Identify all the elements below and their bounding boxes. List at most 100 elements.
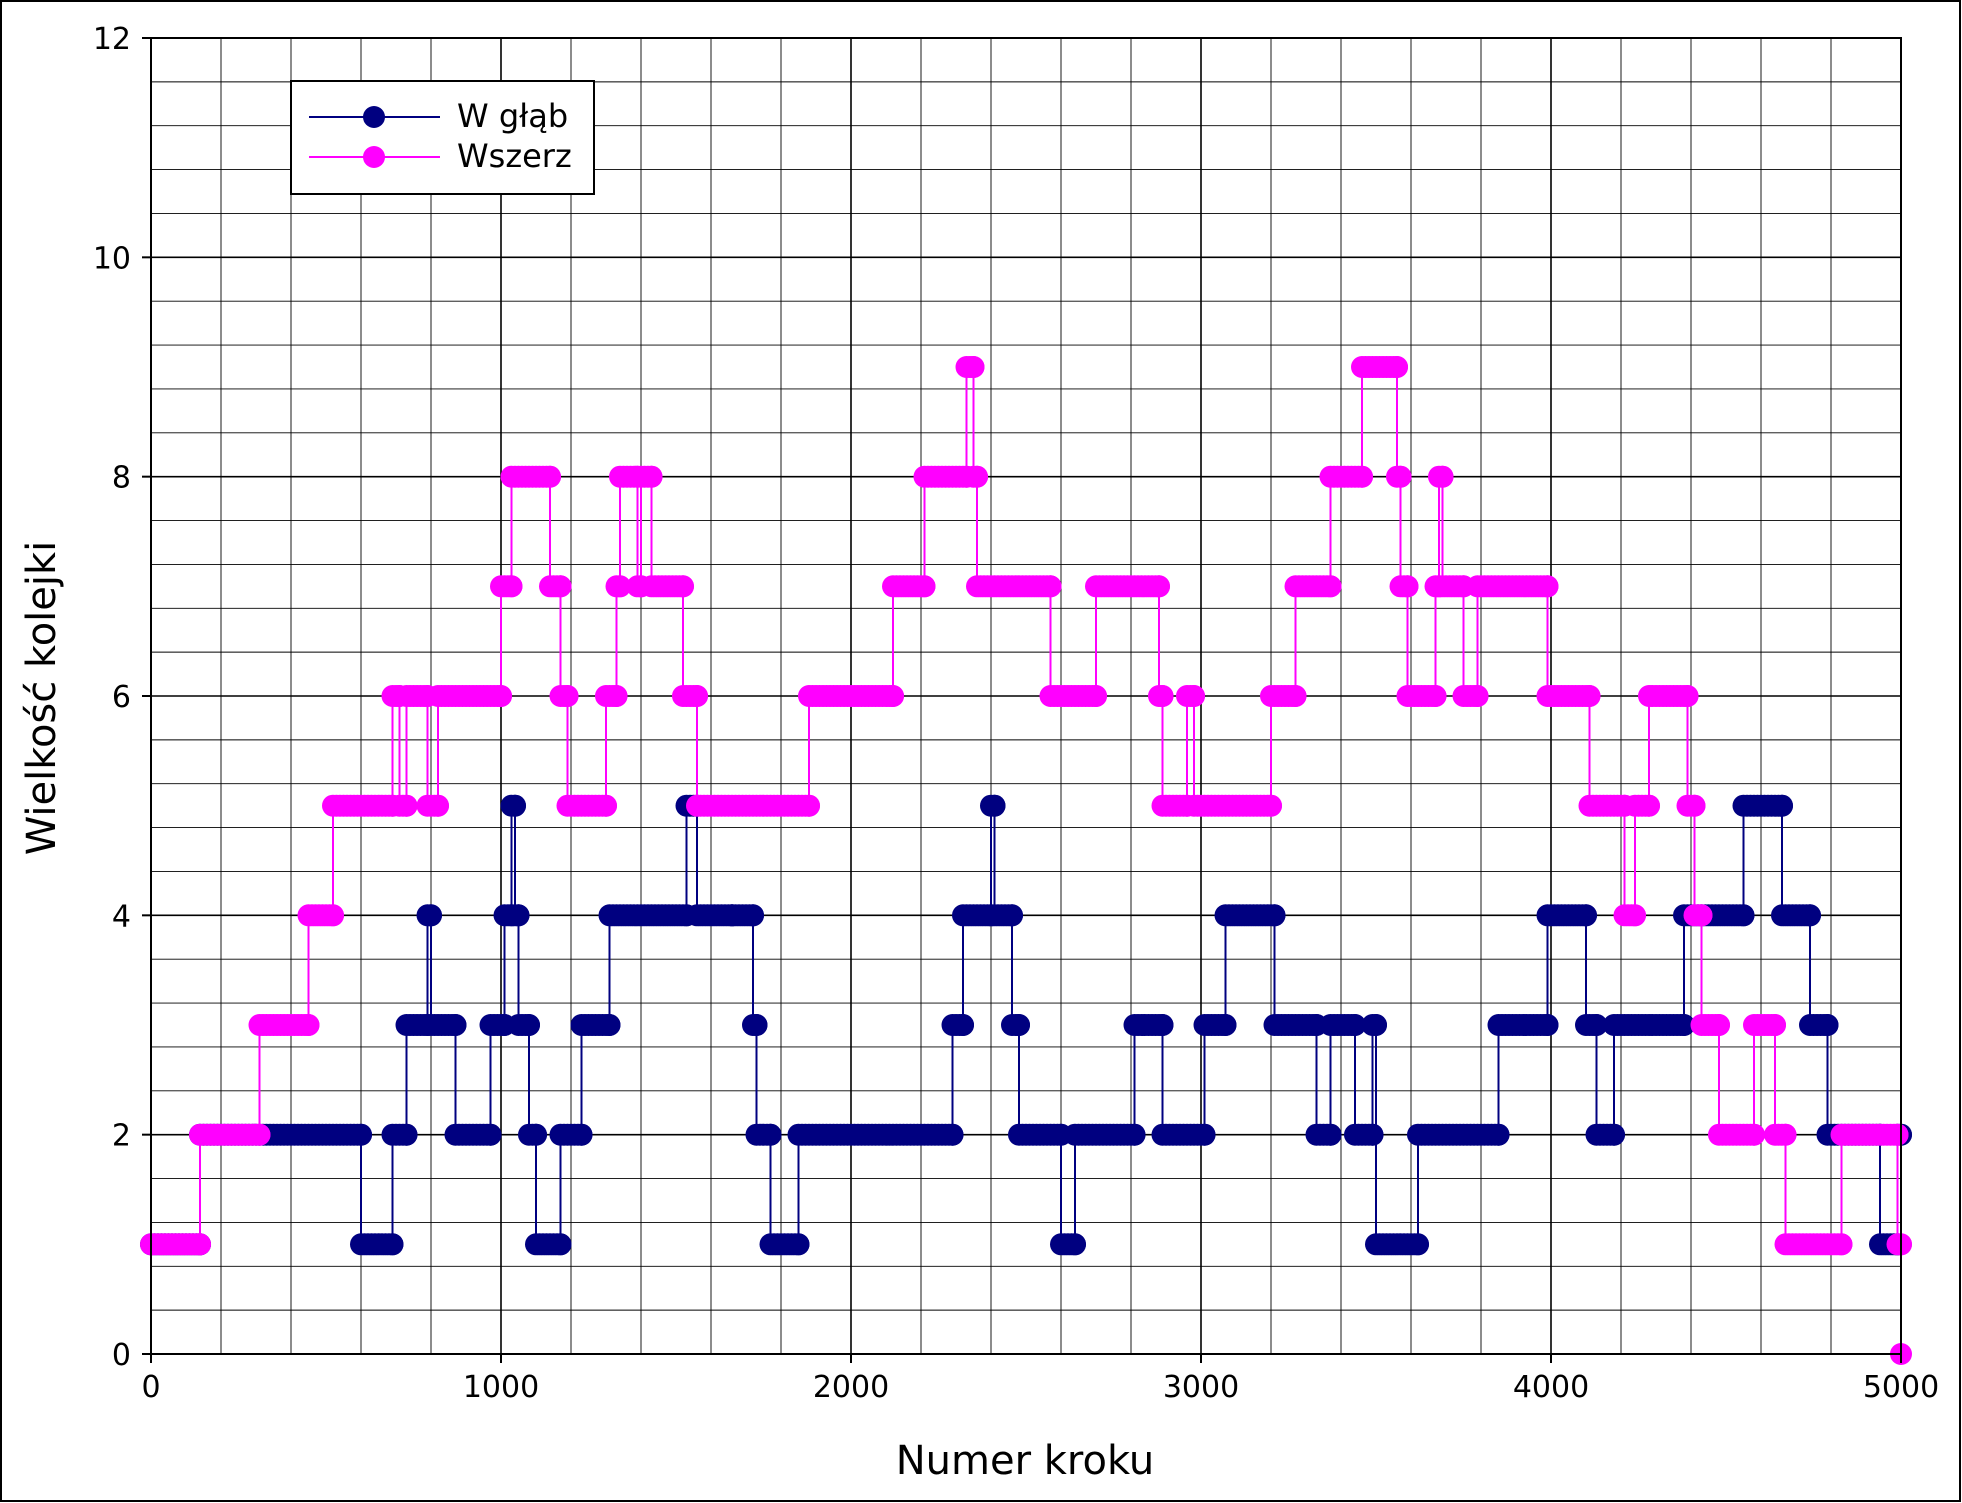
data-point [1676,685,1699,707]
series-layer [140,356,1912,1365]
x-tick-label: 4000 [1513,1370,1589,1405]
x-tick-label: 3000 [1163,1370,1239,1405]
data-point [1344,1014,1366,1036]
data-point [1638,794,1660,817]
data-point [1624,904,1646,927]
data-point [1799,904,1821,927]
data-point [1690,904,1713,927]
data-point [941,1123,964,1146]
data-point [427,794,449,817]
data-point [952,1014,974,1036]
data-point [1263,904,1286,927]
x-tick-label: 1000 [463,1370,539,1405]
data-point [787,1233,810,1256]
data-point [549,1233,572,1256]
data-point [1575,904,1597,927]
data-point [1673,1014,1695,1036]
data-point [1603,1123,1625,1146]
y-tick-label: 0 [112,1338,131,1373]
y-tick-label: 8 [112,461,131,496]
data-point [1365,1014,1387,1036]
data-point [518,1014,540,1036]
data-point [1487,1123,1510,1146]
data-point [1389,465,1412,488]
data-point [1193,1123,1216,1146]
data-point [640,465,663,488]
data-point [1708,1014,1730,1036]
x-tick-label: 2000 [813,1370,889,1405]
data-point [420,904,442,927]
data-point [525,1123,547,1146]
data-point [798,794,820,817]
data-point [490,685,512,707]
data-point [1319,1123,1342,1146]
data-point [1466,685,1489,707]
data-point [1260,794,1282,817]
data-point [1764,1014,1786,1036]
data-point [1151,685,1174,707]
data-point [556,685,579,707]
data-point [672,575,694,598]
data-point [966,465,988,488]
data-point [444,1014,467,1036]
data-point [350,1123,372,1146]
data-point [759,1123,782,1146]
data-point [1085,685,1107,707]
data-point [1064,1233,1086,1256]
data-point [609,575,631,598]
data-point [1830,1233,1853,1256]
y-tick-label: 12 [93,22,131,57]
data-point [1886,1123,1909,1146]
data-point [1214,1014,1237,1036]
data-point [1008,1014,1030,1036]
data-point [570,1123,593,1146]
data-point [1284,685,1307,707]
data-point [1743,1123,1765,1146]
data-point [1123,1123,1146,1146]
data-point [549,575,572,598]
y-tick-label: 10 [93,241,131,276]
data-point [1183,685,1205,707]
series-2 [140,356,1912,1365]
data-point [1431,465,1454,488]
data-point [605,685,628,707]
data-point [1585,1014,1608,1036]
data-point [598,1014,621,1036]
data-point [1386,356,1408,378]
data-point [913,575,936,598]
data-point [381,1233,404,1256]
tick-labels: 0 1000 2000 3000 4000 5000 0 2 4 6 8 10 12 [93,22,1939,1405]
data-point [1351,465,1373,488]
data-point [1151,1014,1174,1036]
data-point [1361,1123,1384,1146]
data-point [504,794,526,817]
data-point [1578,685,1601,707]
data-point [322,904,344,927]
y-axis-title: Wielkość kolejki [19,541,65,856]
data-point [1039,575,1062,598]
data-point [189,1233,211,1256]
data-point [686,685,708,707]
x-tick-label: 0 [141,1370,160,1405]
data-point [1148,575,1170,598]
data-point [248,1123,271,1146]
data-point [1319,575,1342,598]
data-point [983,794,1006,817]
y-tick-label: 2 [112,1119,131,1154]
data-point [1816,1014,1839,1036]
legend-marker-wszerz [363,146,385,168]
data-point [1732,904,1755,927]
legend-box [290,80,595,195]
data-point [395,1123,418,1146]
data-point [1407,1233,1429,1256]
data-point [1001,904,1023,927]
data-point [500,575,523,598]
data-point [1536,575,1559,598]
legend-label-wszerz: Wszerz [457,137,572,175]
data-point [962,356,985,378]
data-point [1396,575,1419,598]
data-point [1683,794,1706,817]
data-point [1536,1014,1559,1036]
